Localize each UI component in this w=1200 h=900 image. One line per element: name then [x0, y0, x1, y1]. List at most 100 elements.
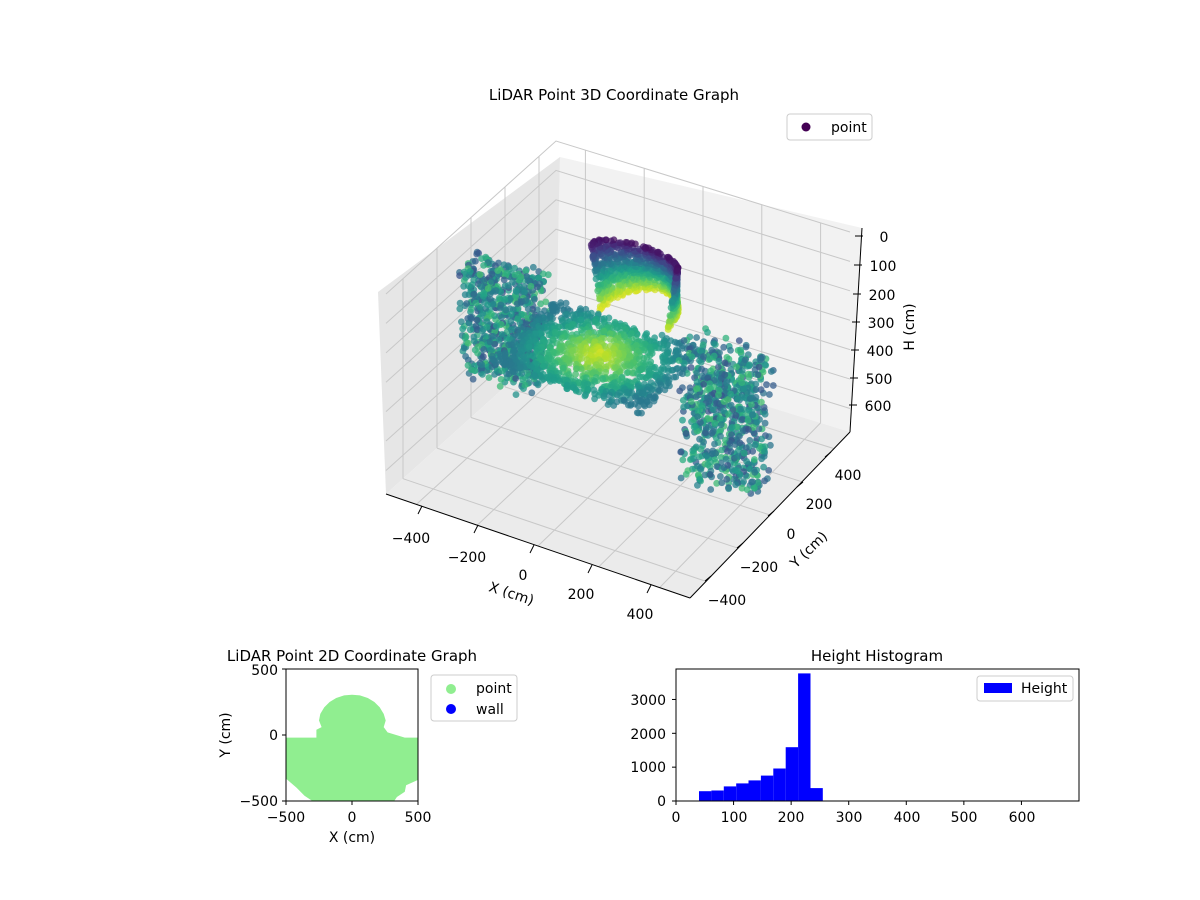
scatter-point: [739, 427, 747, 434]
scatter-point: [615, 351, 623, 359]
y-tick-label: 0: [269, 728, 278, 744]
legend-label-point: point: [476, 681, 512, 697]
scatter-point: [626, 395, 634, 402]
scatter-point: [556, 377, 563, 385]
scatter-point: [698, 402, 706, 410]
scatter-point: [464, 356, 472, 364]
scatter-point: [534, 283, 541, 291]
scatter-point: [564, 323, 572, 331]
scatter-point: [577, 365, 585, 373]
scatter-point: [766, 391, 773, 398]
scatter-point: [704, 328, 711, 336]
y-tick-label: 0: [787, 527, 796, 543]
scatter-point: [500, 276, 508, 284]
scatter-point: [706, 380, 714, 387]
scatter-point: [716, 349, 723, 357]
scatter-point: [491, 371, 498, 378]
scatter-point: [529, 321, 537, 329]
scatter-point: [613, 391, 621, 399]
scatter-point: [587, 241, 595, 249]
scatter-point: [512, 287, 520, 294]
scatter-point: [743, 486, 751, 493]
scatter-point: [755, 425, 763, 433]
grid-line: [470, 417, 771, 516]
scatter-point: [565, 371, 573, 378]
scatter-point: [702, 429, 709, 437]
scatter-point: [563, 381, 571, 389]
chart-title-3d: LiDAR Point 3D Coordinate Graph: [489, 86, 739, 104]
scatter-point: [559, 316, 566, 324]
scatter-point: [676, 387, 684, 395]
x-tick-label: −200: [448, 550, 486, 566]
scatter-point: [745, 426, 752, 433]
histogram-bar: [723, 786, 737, 801]
scatter-point: [743, 458, 750, 465]
scatter-point: [689, 447, 697, 455]
scatter-point: [594, 281, 602, 289]
scatter-point: [640, 243, 647, 251]
scatter-point: [566, 359, 573, 367]
scatter-point: [697, 419, 704, 426]
scatter-point: [670, 288, 678, 295]
y-tick-label: 500: [251, 663, 278, 679]
legend-2d: point wall: [430, 674, 518, 722]
scatter-point: [694, 481, 701, 489]
scatter-point: [710, 352, 718, 360]
scatter-point: [661, 359, 668, 366]
scatter-point: [655, 248, 662, 256]
scatter-point: [710, 340, 718, 347]
scatter-point: [535, 274, 543, 282]
scatter-point: [666, 382, 673, 390]
scatter-point: [720, 398, 728, 405]
scatter-point: [737, 346, 744, 354]
scatter-point: [484, 285, 492, 292]
scatter-point: [677, 448, 685, 456]
scatter-point: [540, 363, 548, 370]
scatter-point: [679, 416, 686, 424]
scatter-point: [473, 250, 481, 258]
scatter-point: [682, 430, 690, 437]
x-tick-mark: [417, 505, 423, 515]
y-tick-label: 3000: [630, 693, 666, 709]
scatter-point: [725, 485, 732, 493]
x-tick-mark: [587, 564, 593, 574]
scatter-point: [708, 450, 716, 458]
scatter-point: [530, 372, 538, 380]
scatter-point: [463, 300, 471, 307]
x-tick-mark: [646, 584, 652, 594]
scatter-point: [479, 353, 487, 361]
scatter-point: [659, 364, 666, 372]
scatter-point: [694, 462, 701, 470]
scatter-point: [758, 455, 765, 463]
scatter-point: [693, 334, 700, 341]
scatter-point: [718, 446, 726, 454]
scatter-point: [661, 386, 669, 394]
scatter-point: [577, 316, 585, 324]
scatter-point: [604, 401, 612, 408]
scatter-point: [690, 455, 697, 462]
scatter-point: [476, 271, 484, 278]
scatter-point: [514, 326, 522, 334]
scatter-point: [504, 282, 512, 289]
scatter-point: [713, 369, 721, 377]
x-axis-line: [385, 493, 691, 599]
scatter-point: [607, 383, 614, 391]
z-tick-label: 600: [865, 399, 892, 415]
scatter-point: [474, 349, 481, 357]
scatter-point: [740, 449, 748, 457]
scatter-point: [544, 271, 552, 279]
scatter-point: [621, 398, 629, 405]
scatter-point: [521, 288, 528, 296]
scatter-point: [458, 318, 465, 326]
scatter-point: [682, 470, 690, 478]
scatter-point: [767, 368, 775, 375]
scatter-point: [769, 382, 777, 389]
scatter-point: [635, 402, 642, 410]
scatter-point: [467, 314, 474, 321]
scatter-point: [462, 333, 470, 341]
x-tick-label: 200: [778, 810, 805, 826]
x-tick-label: 0: [519, 568, 528, 584]
scatter-point: [727, 346, 734, 354]
scatter-point: [733, 363, 740, 371]
